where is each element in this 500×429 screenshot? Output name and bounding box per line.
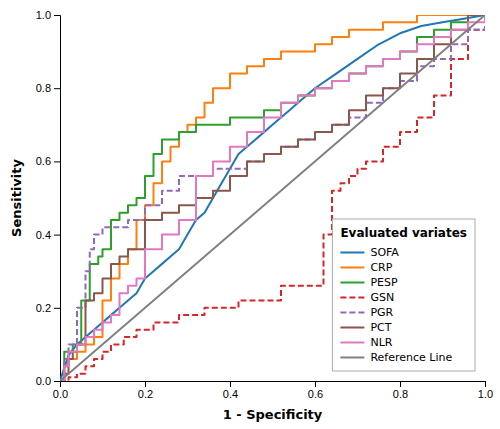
series-line: [60, 15, 485, 381]
legend-swatch: [340, 297, 364, 299]
legend-swatch: [340, 267, 364, 269]
tick: 0.8: [393, 381, 408, 400]
tick: 0.0: [36, 375, 60, 387]
legend-frame: [332, 219, 475, 371]
tick-label: 0.4: [36, 229, 51, 241]
series-line: [60, 15, 485, 381]
y-axis-title: Sensitivity: [9, 159, 24, 237]
series-line: [60, 15, 485, 381]
legend-label: Reference Line: [370, 351, 452, 364]
tick: 0.6: [36, 155, 60, 167]
legend-swatch: [340, 252, 364, 254]
legend-title: Evaluated variates: [340, 226, 467, 240]
legend-label: SOFA: [370, 246, 399, 259]
tick-label: 1.0: [36, 9, 51, 21]
series-line: [60, 15, 485, 381]
tick-mark: [315, 381, 316, 387]
legend-label: PGR: [370, 306, 393, 319]
tick: 1.0: [36, 9, 60, 21]
tick: 0.4: [36, 229, 60, 241]
tick-label: 0.8: [36, 82, 51, 94]
x-axis-title: 1 - Specificity: [223, 407, 323, 422]
tick-label: 0.2: [36, 302, 51, 314]
tick-mark: [54, 381, 60, 382]
tick-label: 0.6: [36, 155, 51, 167]
series-line: [60, 15, 485, 381]
tick: 0.6: [308, 381, 323, 400]
series-line: [60, 15, 485, 381]
axis-line: [61, 382, 486, 388]
legend-swatch: [340, 327, 364, 329]
tick: 1.0: [478, 381, 493, 400]
tick-mark: [230, 381, 231, 387]
tick-mark: [54, 88, 60, 89]
legend-swatch: [340, 282, 364, 284]
tick-mark: [54, 235, 60, 236]
plot-area: [60, 15, 485, 381]
legend-label: CRP: [370, 261, 392, 274]
chart-svg: 0.0 0.2 0.4 0.6 0.8 1.0 0.0 0.2 0.4 0.6 0.8 1.0 1 - …: [0, 0, 500, 429]
y-axis: 0.0 0.2 0.4 0.6 0.8 1.0: [36, 9, 61, 387]
tick-label: 1.0: [478, 388, 493, 400]
tick: 0.0: [53, 381, 68, 400]
tick-label: 0.0: [36, 375, 51, 387]
tick-mark: [145, 381, 146, 387]
tick-label: 0.0: [53, 388, 68, 400]
series-line: [60, 15, 485, 381]
axis-line: [54, 16, 61, 382]
legend: Evaluated variates SOFA CRP PESP GSN PGR PCT NL…: [332, 219, 475, 371]
legend-swatch: [340, 357, 364, 359]
legend-items: Evaluated variates SOFA CRP PESP GSN PGR PCT NL…: [340, 226, 467, 364]
legend-label: GSN: [370, 291, 394, 304]
tick-mark: [54, 308, 60, 309]
tick-label: 0.6: [308, 388, 323, 400]
tick: 0.2: [138, 381, 153, 400]
tick-mark: [400, 381, 401, 387]
chart-container: 0.0 0.2 0.4 0.6 0.8 1.0 0.0 0.2 0.4 0.6 0.8 1.0 1 - …: [0, 0, 500, 429]
tick-label: 0.8: [393, 388, 408, 400]
tick-label: 0.4: [223, 388, 238, 400]
tick: 0.4: [223, 381, 238, 400]
tick-mark: [54, 15, 60, 16]
series-line: [60, 15, 485, 381]
legend-label: PCT: [370, 321, 391, 334]
legend-label: NLR: [370, 336, 392, 349]
tick: 0.2: [36, 302, 60, 314]
x-axis: 0.0 0.2 0.4 0.6 0.8 1.0: [53, 381, 493, 400]
tick: 0.8: [36, 82, 60, 94]
legend-swatch: [340, 312, 364, 314]
tick-mark: [54, 161, 60, 162]
legend-label: PESP: [370, 276, 398, 289]
tick-label: 0.2: [138, 388, 153, 400]
tick-mark: [485, 381, 486, 387]
legend-swatch: [340, 342, 364, 344]
